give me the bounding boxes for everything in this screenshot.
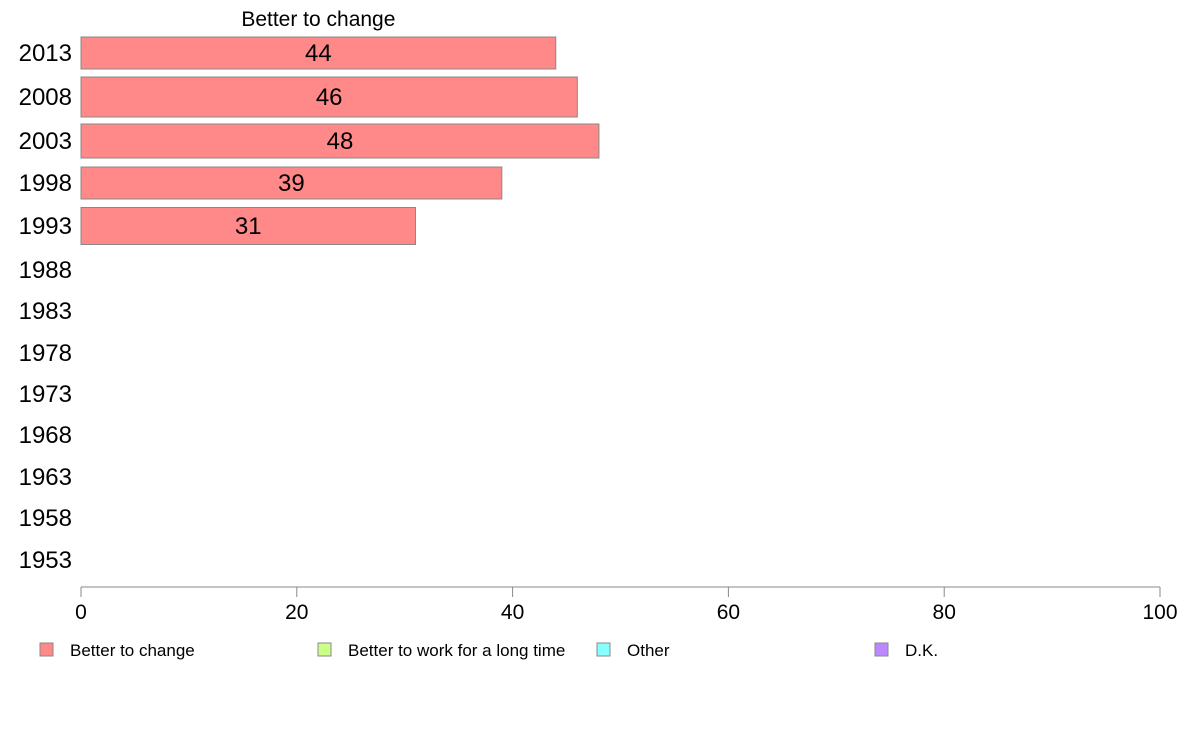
y-tick-label-1983: 1983 <box>19 298 72 325</box>
data-label-2013-series-0: 44 <box>305 40 332 67</box>
y-tick-label-1973: 1973 <box>19 381 72 408</box>
y-tick-label-1988: 1988 <box>19 257 72 284</box>
legend-label-1: Better to work for a long time <box>348 641 565 660</box>
y-tick-label-1963: 1963 <box>19 464 72 491</box>
x-tick-label-0: 0 <box>75 601 87 624</box>
legend-swatch-2 <box>596 642 611 657</box>
x-axis: 0 20 40 60 80 100 <box>75 586 1178 624</box>
x-tick-label-80: 80 <box>933 601 956 624</box>
bar-2003-series-0 <box>80 123 600 159</box>
data-label-2003-series-0: 48 <box>327 128 354 155</box>
x-tick-label-40: 40 <box>501 601 524 624</box>
y-tick-label-1968: 1968 <box>19 422 72 449</box>
y-tick-label-2003: 2003 <box>19 128 72 155</box>
legend-label-3: D.K. <box>905 641 938 660</box>
legend: Better to change Better to work for a lon… <box>39 641 938 660</box>
legend-swatch-3 <box>874 642 889 657</box>
y-tick-label-2008: 2008 <box>19 84 72 111</box>
bar-1993-series-0 <box>80 207 416 245</box>
legend-label-0: Better to change <box>70 641 195 660</box>
legend-swatch-1 <box>317 642 332 657</box>
data-label-1993-series-0: 31 <box>235 213 262 240</box>
x-tick-label-20: 20 <box>285 601 308 624</box>
data-label-1998-series-0: 39 <box>278 170 305 197</box>
series-segment-title: Better to change <box>241 8 395 31</box>
legend-swatch-0 <box>39 642 54 657</box>
x-tick-label-60: 60 <box>717 601 740 624</box>
y-axis-ticks: 2013 2008 2003 1998 1993 1988 1983 1978 1973 1968… <box>19 40 72 574</box>
x-tick-label-100: 100 <box>1142 601 1177 624</box>
y-tick-label-1978: 1978 <box>19 340 72 367</box>
bar-1998-series-0 <box>80 166 503 200</box>
y-tick-label-1993: 1993 <box>19 213 72 240</box>
bar-2008-series-0 <box>80 76 578 118</box>
bar-2013-series-0 <box>80 36 557 70</box>
legend-label-2: Other <box>627 641 670 660</box>
y-tick-label-1958: 1958 <box>19 505 72 532</box>
y-tick-label-1953: 1953 <box>19 547 72 574</box>
bars-group: 44 46 48 39 31 <box>80 36 600 245</box>
y-tick-label-1998: 1998 <box>19 170 72 197</box>
data-label-2008-series-0: 46 <box>316 84 343 111</box>
y-tick-label-2013: 2013 <box>19 40 72 67</box>
